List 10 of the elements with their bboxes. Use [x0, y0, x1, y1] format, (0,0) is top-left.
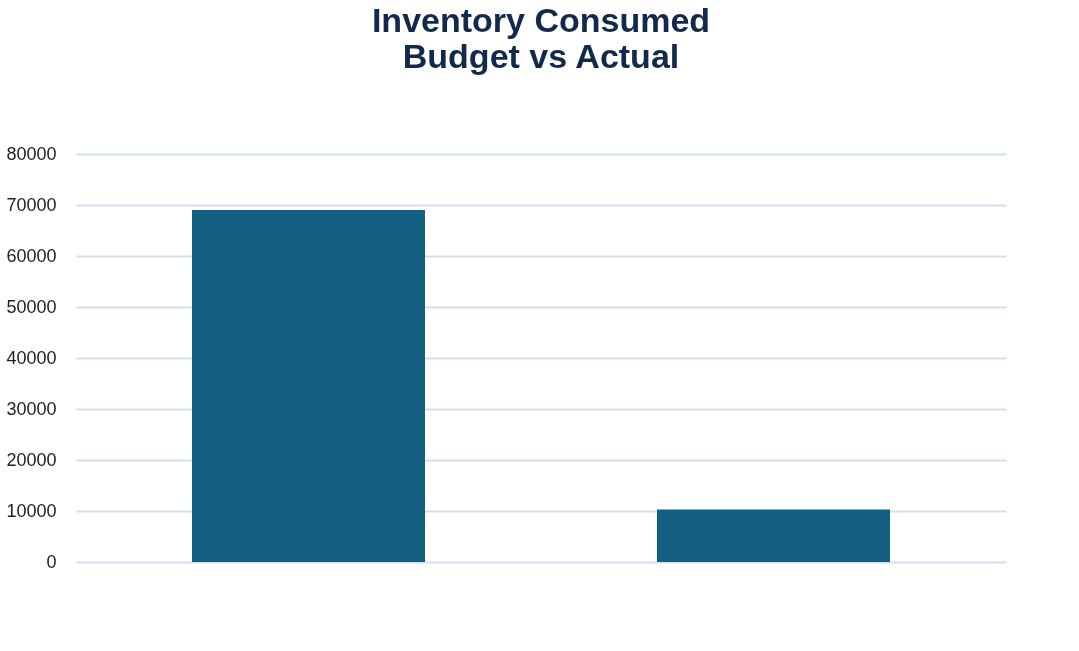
y-tick-label: 50000	[6, 296, 57, 317]
y-tick-label: 20000	[6, 449, 57, 470]
y-tick-label: 0	[46, 551, 57, 572]
y-tick-label: 40000	[6, 347, 57, 368]
y-tick-label: 10000	[6, 500, 57, 521]
y-tick-label: 70000	[6, 194, 57, 215]
y-tick-label: 30000	[6, 398, 57, 419]
y-tick-label: 60000	[6, 245, 57, 266]
y-tick-label: 80000	[6, 143, 57, 164]
chart-title: Inventory Consumed Budget vs Actual	[371, 1, 711, 75]
